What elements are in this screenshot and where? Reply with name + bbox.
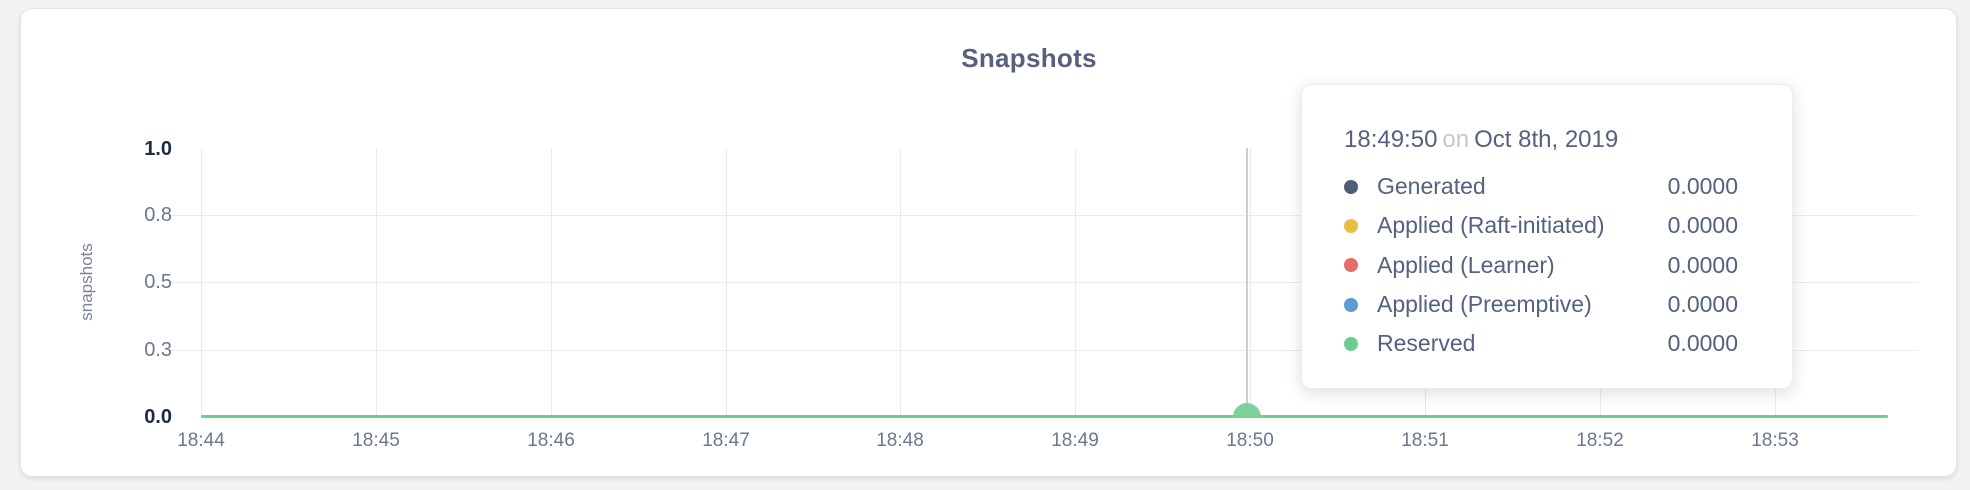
series-label: Applied (Preemptive)	[1377, 291, 1592, 318]
series-color-dot	[1344, 218, 1358, 233]
tooltip-series-row: Applied (Raft-initiated) 0.0000	[1344, 206, 1738, 245]
chart-tooltip: 18:49:50 on Oct 8th, 2019 Generated 0.0000…	[1301, 84, 1793, 389]
y-tick-label: 0.0	[144, 406, 172, 428]
x-tick-label: 18:47	[702, 430, 750, 451]
snapshots-chart-card: Snapshots snapshots 1.0 0.8 0.5 0.3 0.0 …	[20, 8, 1957, 477]
y-tick-label: 0.5	[144, 271, 172, 293]
tooltip-title: 18:49:50 on Oct 8th, 2019	[1344, 126, 1618, 154]
series-value: 0.0000	[1667, 291, 1738, 318]
x-tick-label: 18:50	[1226, 430, 1274, 451]
x-tick-label: 18:51	[1401, 430, 1449, 451]
tooltip-series-list: Generated 0.0000 Applied (Raft-initiated…	[1344, 167, 1738, 363]
x-tick-label: 18:45	[352, 430, 400, 451]
series-value: 0.0000	[1667, 330, 1738, 357]
series-label: Applied (Learner)	[1377, 251, 1555, 278]
x-tick-label: 18:52	[1576, 430, 1624, 451]
series-value: 0.0000	[1667, 251, 1738, 278]
y-tick-label: 1.0	[144, 138, 172, 160]
series-color-dot	[1344, 258, 1358, 273]
x-tick-label: 18:44	[177, 430, 225, 451]
y-tick-label: 0.8	[144, 204, 172, 226]
tooltip-series-row: Applied (Learner) 0.0000	[1344, 246, 1738, 285]
series-label: Generated	[1377, 173, 1486, 200]
series-label: Applied (Raft-initiated)	[1377, 212, 1605, 239]
x-tick-label: 18:46	[527, 430, 575, 451]
chart-title: Snapshots	[961, 43, 1097, 73]
hover-point	[1233, 403, 1261, 418]
tooltip-series-row: Generated 0.0000	[1344, 167, 1738, 206]
tooltip-series-row: Applied (Preemptive) 0.0000	[1344, 285, 1738, 324]
x-tick-label: 18:49	[1051, 430, 1099, 451]
tooltip-series-row: Reserved 0.0000	[1344, 324, 1738, 363]
series-color-dot	[1344, 336, 1358, 351]
gridline-horizontal	[171, 282, 1918, 283]
gridline-horizontal	[171, 350, 1918, 351]
hover-guideline	[1246, 148, 1248, 417]
series-color-dot	[1344, 297, 1358, 312]
y-tick-label: 0.3	[144, 339, 172, 361]
tooltip-time: 18:49:50	[1344, 126, 1438, 153]
x-tick-label: 18:48	[876, 430, 924, 451]
x-tick-label: 18:53	[1751, 430, 1799, 451]
series-value: 0.0000	[1667, 212, 1738, 239]
tooltip-conjunction: on	[1442, 126, 1470, 153]
gridline-horizontal	[171, 215, 1918, 216]
series-value: 0.0000	[1667, 173, 1738, 200]
series-label: Reserved	[1377, 330, 1476, 357]
reserved-series-line	[201, 415, 1888, 418]
y-axis-label: snapshots	[77, 243, 96, 321]
series-color-dot	[1344, 179, 1358, 194]
tooltip-date: Oct 8th, 2019	[1474, 126, 1619, 153]
